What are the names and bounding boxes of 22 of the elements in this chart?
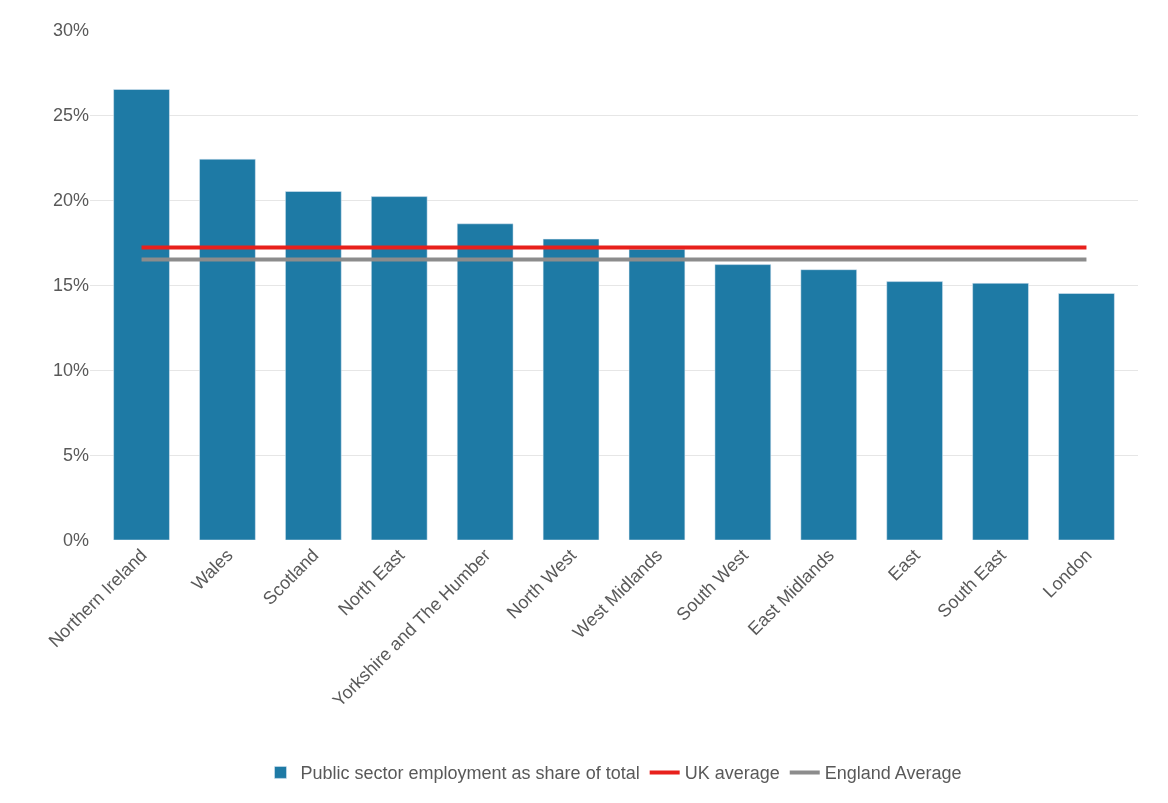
- legend-label: England Average: [824, 763, 962, 784]
- y-tick-label: 30%: [52, 20, 89, 41]
- y-tick-label: 10%: [52, 360, 89, 381]
- bar: [800, 269, 857, 540]
- bar: [972, 283, 1029, 540]
- bar: [714, 264, 772, 540]
- bar: [886, 281, 943, 540]
- y-tick-label: 0%: [62, 530, 89, 551]
- bar: [1058, 293, 1115, 540]
- bar: [456, 223, 514, 540]
- y-tick-label: 25%: [52, 105, 89, 126]
- bar: [113, 89, 170, 540]
- legend-label: UK average: [684, 763, 780, 784]
- bar: [199, 158, 256, 540]
- bar: [285, 191, 342, 540]
- y-tick-label: 15%: [52, 275, 89, 296]
- y-tick-label: 20%: [52, 190, 89, 211]
- bar: [628, 249, 686, 540]
- bar: [542, 238, 600, 540]
- legend-label: Public sector employment as share of total: [300, 763, 640, 784]
- y-tick-label: 5%: [62, 445, 89, 466]
- bar: [371, 196, 428, 540]
